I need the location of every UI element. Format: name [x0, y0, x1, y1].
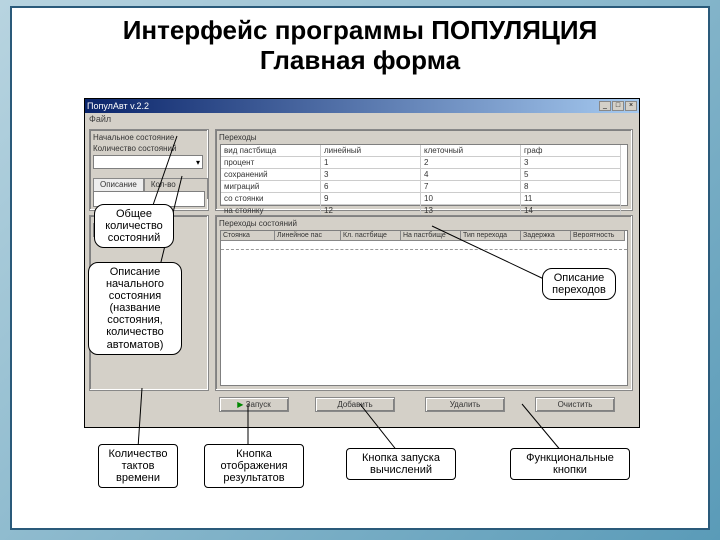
- minimize-button[interactable]: _: [599, 101, 611, 111]
- grid-cell: 3: [521, 157, 621, 169]
- state-count-dropdown[interactable]: [93, 155, 203, 169]
- grid-label: процент: [221, 157, 321, 169]
- callout-initial-desc: Описание начального состояния (название …: [88, 262, 182, 355]
- panel-transitions: Переходы вид пастбища линейный клеточный…: [215, 129, 633, 211]
- panel-transitions-title: Переходы: [219, 133, 629, 142]
- grid-cell: 8: [521, 181, 621, 193]
- th: Вероятность: [571, 231, 625, 241]
- callout-transitions: Описание переходов: [542, 268, 616, 300]
- callout-run-btn: Кнопка запуска вычислений: [346, 448, 456, 480]
- grid-cell: 2: [421, 157, 521, 169]
- run-button[interactable]: ▶ Запуск: [219, 397, 289, 412]
- grid-cell: 3: [321, 169, 421, 181]
- panel3-title: Переходы состояний: [219, 219, 629, 228]
- grid-cell: 5: [521, 169, 621, 181]
- panel-initial-title: Начальное состояние: [93, 133, 205, 142]
- maximize-button[interactable]: □: [612, 101, 624, 111]
- slide-title: Интерфейс программы ПОПУЛЯЦИЯ Главная фо…: [12, 16, 708, 76]
- grid-cell: граф: [521, 145, 621, 157]
- grid-cell: 9: [321, 193, 421, 205]
- grid-cell: 7: [421, 181, 521, 193]
- transitions-grid: вид пастбища линейный клеточный граф про…: [220, 144, 628, 206]
- main-table[interactable]: Стоянка Линейное пас Кл. пастбище На пас…: [220, 230, 628, 386]
- callout-result-btn: Кнопка отображения результатов: [204, 444, 304, 488]
- th: Кл. пастбище: [341, 231, 401, 241]
- run-label: Запуск: [246, 400, 271, 409]
- grid-label: миграций: [221, 181, 321, 193]
- titlebar: ПопулАвт v.2.2 _ □ ×: [85, 99, 639, 113]
- th: Линейное пас: [275, 231, 341, 241]
- grid-cell: 6: [321, 181, 421, 193]
- th: Задержка: [521, 231, 571, 241]
- grid-cell: линейный: [321, 145, 421, 157]
- grid-label: со стоянки: [221, 193, 321, 205]
- close-button[interactable]: ×: [625, 101, 637, 111]
- grid-cell: 1: [321, 157, 421, 169]
- title-line1: Интерфейс программы ПОПУЛЯЦИЯ: [123, 15, 598, 45]
- title-line2: Главная форма: [260, 45, 460, 75]
- window-title: ПопулАвт v.2.2: [87, 101, 149, 111]
- table-header: Стоянка Линейное пас Кл. пастбище На пас…: [221, 231, 627, 241]
- th: На пастбище: [401, 231, 461, 241]
- window-controls: _ □ ×: [599, 101, 637, 111]
- dropdown-label: Количество состояний: [93, 144, 205, 153]
- grid-cell: 11: [521, 193, 621, 205]
- slide: Интерфейс программы ПОПУЛЯЦИЯ Главная фо…: [10, 6, 710, 530]
- th: Тип перехода: [461, 231, 521, 241]
- delete-button[interactable]: Удалить: [425, 397, 505, 412]
- grid-cell: 10: [421, 193, 521, 205]
- grid-label: вид пастбища: [221, 145, 321, 157]
- clear-button[interactable]: Очистить: [535, 397, 615, 412]
- add-button[interactable]: Добавить: [315, 397, 395, 412]
- callout-func-btns: Функциональные кнопки: [510, 448, 630, 480]
- grid-cell: клеточный: [421, 145, 521, 157]
- grid-cell: 4: [421, 169, 521, 181]
- callout-time: Количество тактов времени: [98, 444, 178, 488]
- callout-state-count: Общее количество состояний: [94, 204, 174, 248]
- menu-file[interactable]: Файл: [89, 114, 111, 124]
- panel-initial: Начальное состояние Количество состояний…: [89, 129, 209, 211]
- menubar: Файл: [85, 113, 639, 127]
- grid-label: сохранений: [221, 169, 321, 181]
- panel-state-transitions: Переходы состояний Стоянка Линейное пас …: [215, 215, 633, 391]
- th: Стоянка: [221, 231, 275, 241]
